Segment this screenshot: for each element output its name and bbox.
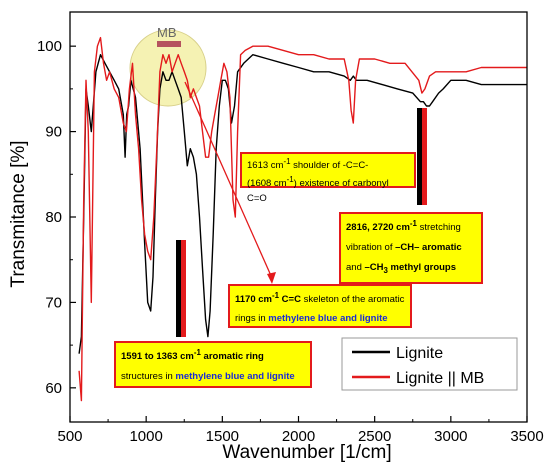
a1-l1-sup: -1 (283, 157, 291, 166)
a2-t3: and (346, 262, 365, 274)
arrow-line (184, 81, 273, 279)
series-line-lignite-mb (78, 36, 527, 402)
a3-blue: methylene blue and lignite (268, 312, 388, 324)
y-tick-label: 80 (45, 209, 62, 226)
series-layer (78, 36, 527, 402)
x-tick-label: 3500 (510, 428, 543, 445)
a3-b1: 1170 cm (235, 294, 272, 306)
a1-l2: (1608 cm (247, 178, 287, 190)
y-tick-label: 100 (37, 38, 62, 55)
a1-l1: 1613 cm (247, 160, 284, 172)
a3-t2: rings in (235, 312, 269, 324)
mb-circle-label: MB (157, 25, 177, 40)
x-tick-label: 500 (57, 428, 82, 445)
a4-t2: structures in (121, 370, 176, 382)
marker-bar-1250-red (181, 240, 186, 337)
a2-b3-sub: 3 (383, 265, 388, 275)
annotation-cc-skeleton: 1170 cm-1 C=C skeleton of the aromatic r… (228, 284, 412, 328)
marker-bar-2820-red (422, 108, 427, 205)
marker-bar-1250-black (176, 240, 181, 337)
a2-t1: stretching (416, 222, 461, 234)
a4-blue: methylene blue and lignite (175, 370, 295, 382)
axes-layer: 500 1000 1500 2000 2500 3000 3500 60 70 80 90 100 (37, 11, 544, 445)
series-line-lignite (78, 54, 527, 354)
legend-label-lignite: Lignite (396, 345, 443, 362)
marker-bar-2820-black (417, 108, 422, 205)
y-tick-label: 60 (45, 380, 62, 397)
x-tick-label: 3000 (434, 428, 467, 445)
a2-b1-sup: -1 (409, 219, 417, 228)
a2-t2: vibration of (346, 242, 396, 254)
mb-indicator-bar (157, 41, 181, 47)
a2-b2: –CH– aromatic (395, 242, 462, 254)
annotation-carbonyl: 1613 cm-1 shoulder of -C=C- (1608 cm-1) … (240, 152, 416, 204)
a2-b3-rest: methyl groups (387, 262, 457, 274)
a4-b1-sup: -1 (193, 348, 201, 357)
x-tick-label: 2500 (358, 428, 391, 445)
x-axis-label: Wavenumber [1/cm] (222, 442, 391, 463)
a1-l1-rest: shoulder of -C=C- (290, 160, 369, 172)
arrow-head (267, 272, 276, 284)
a3-b2: C=C (279, 294, 301, 306)
x-tick-label: 1500 (206, 428, 239, 445)
a1-l2-sup: -1 (286, 174, 294, 184)
annotation-ch-stretching: 2816, 2720 cm-1 stretching vibration of … (339, 212, 483, 284)
y-tick-label: 90 (45, 124, 62, 141)
x-tick-label: 1000 (129, 428, 162, 445)
y-tick-label: 70 (45, 294, 62, 311)
legend-box (341, 337, 518, 391)
x-tick-label: 2000 (282, 428, 315, 445)
annotation-aromatic-ring: 1591 to 1363 cm-1 aromatic ring structur… (114, 341, 312, 388)
legend-label-lignite-mb: Lignite || MB (396, 370, 484, 387)
y-axis-label: Transmitance [%] (8, 140, 29, 287)
a2-b3: –CH (364, 262, 384, 274)
a2-b1: 2816, 2720 cm (346, 222, 410, 234)
a3-b1-sup: -1 (271, 291, 280, 300)
a1-l2-rest: ) existence of carbonyl C=O (247, 178, 389, 204)
a4-b1: 1591 to 1363 cm (121, 351, 194, 363)
a3-t1: skeleton of the aromatic (300, 294, 405, 306)
a4-b2: aromatic ring (200, 351, 264, 363)
